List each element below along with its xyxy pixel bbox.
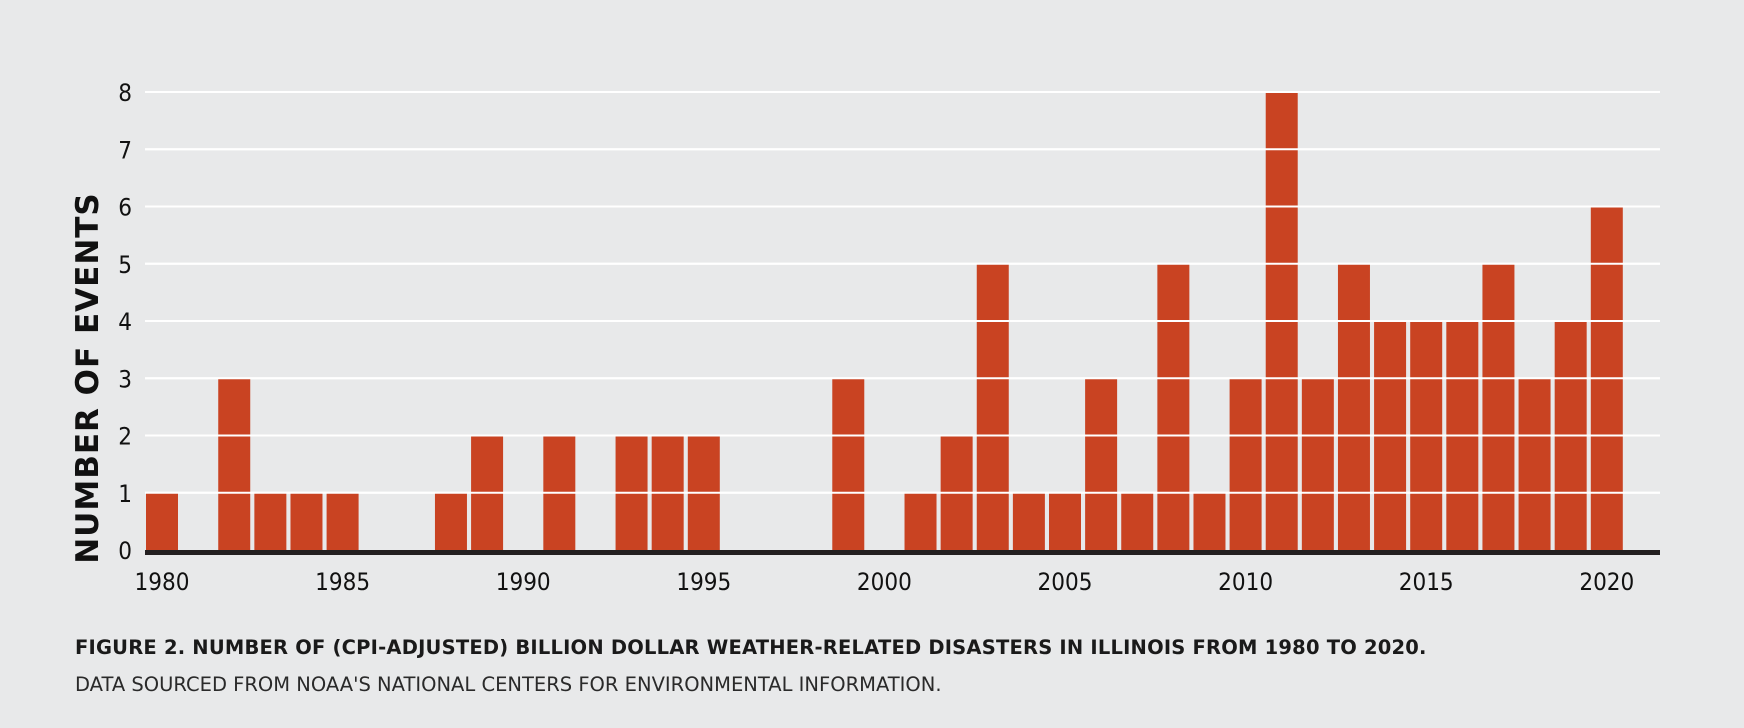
- bar-2006: [1085, 378, 1118, 550]
- y-tick-labels: 0 1 2 3 4 5 6 7 8: [118, 79, 132, 565]
- figure-caption: FIGURE 2. NUMBER OF (CPI-ADJUSTED) BILLI…: [75, 636, 1675, 696]
- bar-1983: [254, 492, 287, 550]
- y-tick-label: 4: [118, 308, 132, 336]
- x-tick-label: 2000: [857, 568, 912, 596]
- bar-2017: [1482, 263, 1515, 550]
- bar-1984: [290, 492, 323, 550]
- x-tick-label: 2020: [1579, 568, 1634, 596]
- bar-2008: [1157, 263, 1190, 550]
- y-tick-label: 2: [118, 423, 132, 451]
- bar-1985: [326, 492, 359, 550]
- x-tick-label: 1995: [676, 568, 731, 596]
- x-tick-label: 1980: [135, 568, 190, 596]
- bar-2012: [1301, 378, 1334, 550]
- chart-container: 0 1 2 3 4 5 6 7 8 1980 1985 1990 1995 2000 2005 2010 20…: [70, 79, 1660, 596]
- bar-2013: [1337, 263, 1370, 550]
- bar-2007: [1121, 492, 1154, 550]
- y-tick-label: 5: [118, 251, 132, 279]
- y-axis-label: NUMBER OF EVENTS: [70, 192, 106, 564]
- x-tick-labels: 1980 1985 1990 1995 2000 2005 2010 2015 2020: [135, 568, 1635, 596]
- y-tick-label: 3: [118, 365, 132, 393]
- y-tick-label: 8: [118, 79, 132, 107]
- y-tick-label: 7: [118, 136, 132, 164]
- figure-caption-source: DATA SOURCED FROM NOAA'S NATIONAL CENTER…: [75, 673, 942, 696]
- y-tick-label: 0: [118, 537, 132, 565]
- bar-2005: [1049, 492, 1081, 550]
- x-tick-label: 2005: [1038, 568, 1093, 596]
- x-tick-label: 1985: [315, 568, 370, 596]
- bar-1988: [434, 492, 467, 550]
- bar-chart: 0 1 2 3 4 5 6 7 8 1980 1985 1990 1995 2000 2005 2010 20…: [70, 79, 1660, 596]
- bar-1999: [832, 378, 865, 550]
- y-tick-label: 6: [118, 194, 132, 222]
- bar-2003: [976, 263, 1009, 550]
- bar-2004: [1012, 492, 1045, 550]
- bar-gridline-overlay: [145, 91, 1660, 494]
- x-tick-label: 1990: [496, 568, 551, 596]
- x-tick-label: 2010: [1218, 568, 1273, 596]
- x-tick-label: 2015: [1399, 568, 1454, 596]
- bar-2018: [1518, 378, 1551, 550]
- bar-2001: [904, 492, 937, 550]
- bar-2010: [1229, 378, 1262, 550]
- y-tick-label: 1: [118, 480, 132, 508]
- bar-2009: [1193, 492, 1226, 550]
- bar-1980: [146, 492, 178, 550]
- figure-caption-title: FIGURE 2. NUMBER OF (CPI-ADJUSTED) BILLI…: [75, 636, 1427, 659]
- bar-1982: [218, 378, 251, 550]
